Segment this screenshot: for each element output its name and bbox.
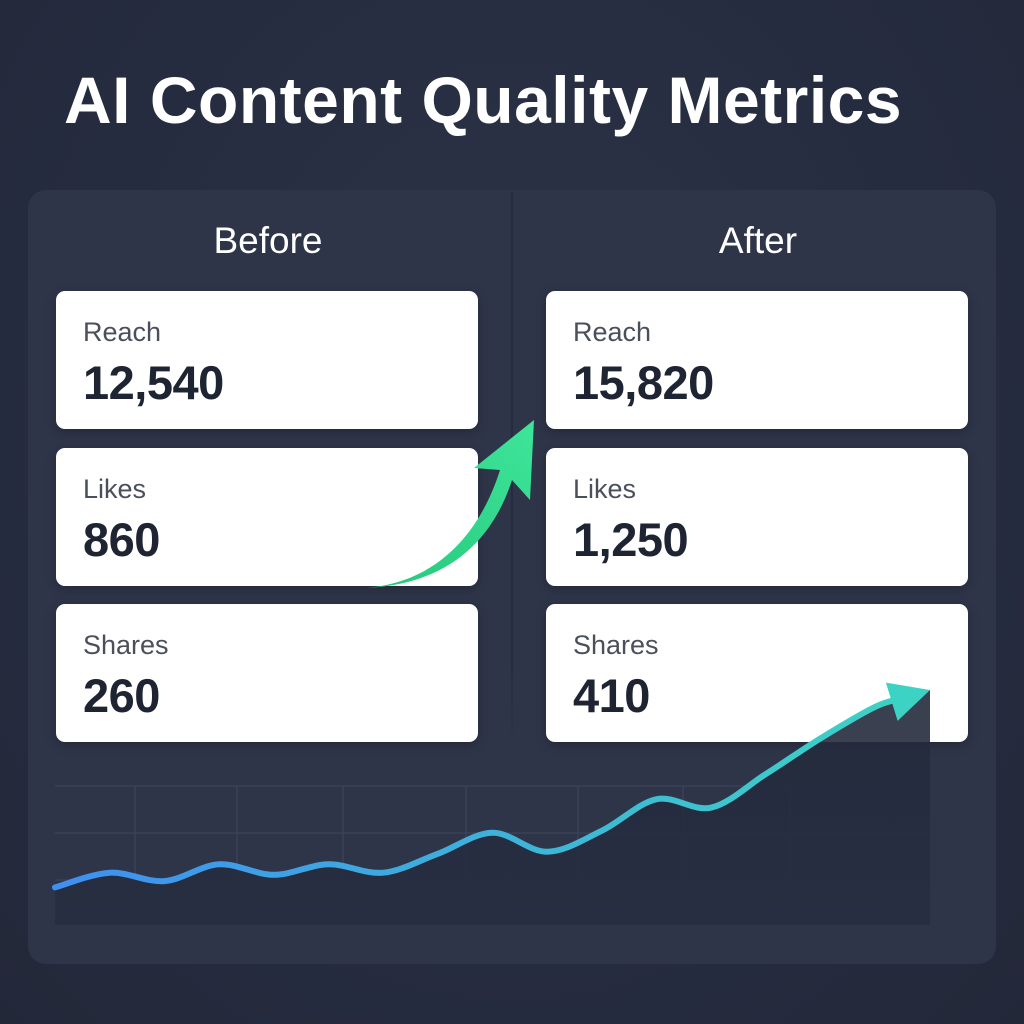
before-likes-card: Likes 860 [56, 448, 478, 586]
after-likes-card: Likes 1,250 [546, 448, 968, 586]
metric-value: 860 [83, 513, 160, 566]
metric-label: Reach [83, 317, 162, 347]
metric-value: 410 [573, 669, 650, 722]
metric-label: Likes [83, 474, 147, 504]
metric-label: Shares [573, 630, 659, 660]
before-shares-card: Shares 260 [56, 604, 478, 742]
after-shares-card: Shares 410 [546, 604, 968, 742]
before-reach-card: Reach 12,540 [56, 291, 478, 429]
metric-label: Reach [573, 317, 652, 347]
column-divider [511, 192, 513, 747]
before-heading: Before [213, 220, 323, 261]
metric-value: 12,540 [83, 356, 224, 409]
metric-value: 1,250 [573, 513, 689, 566]
metric-label: Likes [573, 474, 637, 504]
metric-value: 15,820 [573, 356, 714, 409]
after-reach-card: Reach 15,820 [546, 291, 968, 429]
page-title: AI Content Quality Metrics [64, 63, 903, 137]
metric-label: Shares [83, 630, 169, 660]
metric-value: 260 [83, 669, 160, 722]
after-heading: After [718, 220, 798, 261]
metrics-panel: Before After Reach 12,540 Likes 860 Shar… [28, 190, 996, 964]
